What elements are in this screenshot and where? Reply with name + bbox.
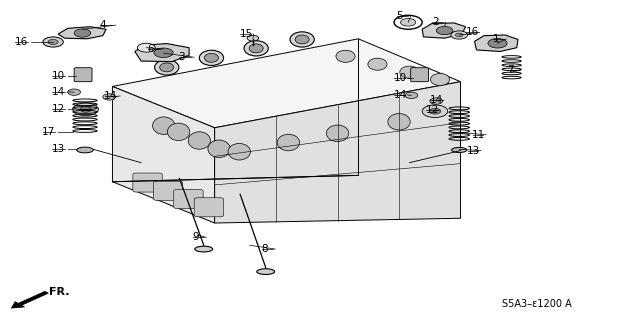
Text: 5: 5 [397, 11, 403, 21]
Ellipse shape [152, 117, 175, 134]
Text: 3: 3 [178, 52, 185, 62]
Ellipse shape [400, 66, 419, 78]
Circle shape [103, 94, 116, 100]
Text: 17: 17 [42, 127, 56, 137]
Ellipse shape [431, 73, 450, 85]
Ellipse shape [257, 269, 275, 274]
Polygon shape [58, 27, 106, 39]
Circle shape [80, 107, 92, 112]
Circle shape [73, 103, 99, 116]
Text: 10: 10 [394, 72, 406, 83]
Ellipse shape [208, 140, 230, 158]
Text: 1: 1 [492, 34, 499, 44]
Circle shape [247, 35, 259, 41]
Ellipse shape [249, 44, 263, 53]
FancyBboxPatch shape [411, 68, 429, 82]
Ellipse shape [77, 147, 93, 153]
Text: 10: 10 [52, 71, 65, 81]
Ellipse shape [326, 125, 349, 142]
Circle shape [456, 33, 463, 37]
Ellipse shape [244, 41, 268, 56]
FancyBboxPatch shape [154, 181, 182, 200]
Circle shape [138, 43, 156, 52]
Text: 16: 16 [466, 27, 479, 37]
Ellipse shape [155, 60, 179, 75]
Text: 2: 2 [432, 17, 438, 27]
Text: 4: 4 [100, 20, 106, 30]
Text: 14: 14 [394, 90, 406, 100]
Text: 8: 8 [261, 244, 268, 254]
Circle shape [74, 29, 91, 37]
Circle shape [488, 39, 507, 48]
Circle shape [429, 108, 441, 114]
Polygon shape [113, 39, 461, 128]
Polygon shape [135, 44, 189, 62]
Text: 16: 16 [15, 37, 28, 47]
Ellipse shape [336, 50, 355, 62]
Text: 14: 14 [52, 87, 65, 97]
Circle shape [154, 48, 173, 57]
Circle shape [68, 89, 81, 95]
Ellipse shape [204, 53, 218, 62]
Circle shape [451, 31, 467, 39]
Polygon shape [474, 35, 518, 51]
Text: 9: 9 [192, 232, 199, 242]
Polygon shape [422, 23, 466, 38]
Circle shape [401, 19, 416, 26]
Text: 7: 7 [507, 65, 514, 75]
Ellipse shape [368, 58, 387, 70]
Ellipse shape [160, 63, 173, 72]
Ellipse shape [188, 132, 211, 149]
Circle shape [436, 26, 453, 35]
Ellipse shape [199, 50, 223, 65]
FancyBboxPatch shape [133, 173, 163, 192]
Text: 12: 12 [426, 105, 438, 115]
Circle shape [48, 40, 58, 45]
Ellipse shape [168, 123, 189, 141]
Ellipse shape [452, 147, 467, 152]
Ellipse shape [388, 114, 410, 130]
Text: 13: 13 [467, 145, 480, 156]
Text: S5A3–ε1200 A: S5A3–ε1200 A [502, 299, 572, 309]
Ellipse shape [228, 144, 250, 160]
Ellipse shape [295, 35, 309, 44]
Text: 13: 13 [52, 144, 65, 154]
Polygon shape [113, 86, 214, 223]
Ellipse shape [195, 246, 212, 252]
FancyBboxPatch shape [173, 189, 203, 209]
Text: 14: 14 [430, 95, 443, 105]
Text: 6: 6 [148, 44, 154, 54]
Ellipse shape [277, 134, 300, 151]
Ellipse shape [290, 32, 314, 47]
Text: 12: 12 [52, 104, 65, 114]
FancyArrow shape [12, 291, 49, 308]
Text: 11: 11 [472, 130, 485, 140]
Circle shape [43, 37, 63, 47]
Text: FR.: FR. [49, 287, 69, 297]
FancyBboxPatch shape [74, 68, 92, 82]
Circle shape [422, 105, 448, 118]
Circle shape [430, 98, 443, 104]
Text: 15: 15 [239, 29, 253, 39]
FancyBboxPatch shape [194, 198, 223, 217]
Text: 14: 14 [104, 91, 117, 101]
Circle shape [405, 92, 418, 99]
Polygon shape [214, 82, 461, 223]
